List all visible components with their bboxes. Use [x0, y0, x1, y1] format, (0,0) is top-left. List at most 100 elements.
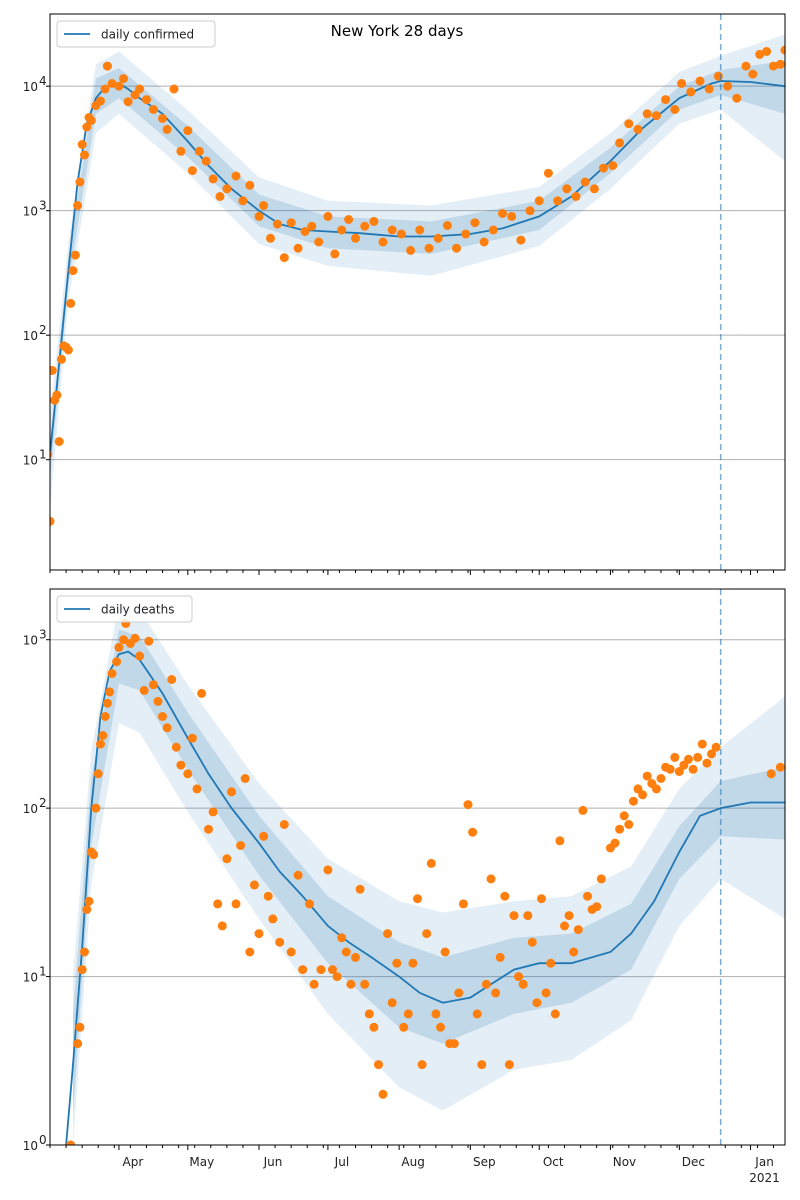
axes-frame	[49, 13, 786, 571]
data-point	[158, 114, 167, 123]
data-point	[369, 216, 379, 226]
data-point	[562, 184, 572, 194]
data-point	[148, 105, 158, 114]
data-point	[477, 1060, 487, 1070]
data-point	[57, 354, 66, 364]
data-point	[541, 988, 551, 998]
data-point	[187, 166, 197, 176]
data-point	[424, 243, 434, 253]
data-point	[70, 250, 80, 260]
data-point	[142, 95, 151, 105]
data-point	[305, 899, 314, 909]
data-point	[461, 229, 471, 239]
data-point	[707, 749, 716, 759]
data-point	[748, 69, 758, 79]
data-point	[560, 921, 569, 931]
x-month-label: May	[189, 1155, 214, 1169]
data-point	[369, 1022, 379, 1032]
data-point	[52, 390, 62, 400]
data-point	[240, 774, 250, 783]
data-point	[107, 669, 117, 678]
legend-label: daily confirmed	[101, 28, 194, 42]
data-point	[543, 168, 553, 178]
data-point	[387, 998, 397, 1008]
data-point	[307, 221, 317, 231]
data-point	[596, 874, 606, 884]
data-point	[217, 921, 227, 931]
data-point	[153, 696, 163, 706]
data-point	[537, 894, 546, 904]
data-point	[148, 680, 158, 690]
data-point	[82, 905, 92, 914]
data-point	[392, 958, 402, 968]
axes-frame	[49, 588, 786, 1146]
data-point	[123, 97, 133, 107]
data-point	[442, 221, 452, 230]
data-point	[436, 1022, 445, 1032]
data-point	[139, 685, 149, 695]
data-point	[238, 196, 248, 206]
legend-box	[56, 20, 216, 48]
data-point	[89, 850, 99, 860]
y-tick-exponent: 3	[39, 199, 47, 213]
y-tick-label: 10	[23, 205, 38, 219]
legend: daily deaths	[56, 595, 193, 623]
data-point	[176, 760, 186, 770]
data-point	[697, 739, 707, 749]
data-point	[573, 925, 583, 935]
data-point	[105, 687, 115, 697]
data-point	[279, 253, 289, 263]
data-point	[360, 979, 370, 989]
data-point	[245, 180, 255, 190]
data-point	[433, 233, 443, 243]
data-point	[254, 211, 264, 221]
data-point	[169, 84, 179, 94]
data-point	[741, 61, 751, 71]
data-point	[346, 979, 356, 989]
data-point	[119, 635, 128, 645]
data-point	[330, 249, 340, 259]
x-month-label: Jan	[754, 1155, 774, 1169]
uncertainty-band-outer	[73, 603, 785, 1145]
data-point	[66, 298, 76, 308]
data-point	[341, 947, 351, 957]
data-point	[775, 59, 785, 69]
data-point	[651, 111, 661, 121]
data-point	[564, 911, 574, 921]
legend: daily confirmed	[56, 20, 216, 48]
data-point	[162, 723, 172, 733]
data-point	[73, 1039, 83, 1049]
data-point	[780, 45, 785, 55]
data-point	[171, 742, 181, 752]
data-point	[183, 769, 193, 779]
data-point	[525, 206, 535, 216]
data-point	[589, 184, 599, 194]
data-point	[227, 787, 236, 797]
data-point	[670, 105, 680, 114]
data-point	[176, 146, 186, 156]
data-point	[268, 914, 278, 924]
data-point	[454, 988, 464, 998]
data-point	[406, 245, 416, 255]
x-month-label: Apr	[123, 1155, 144, 1169]
data-point	[272, 219, 282, 229]
data-point	[98, 731, 108, 740]
y-tick-exponent: 2	[39, 323, 47, 337]
data-point	[378, 237, 388, 247]
data-point	[135, 84, 145, 94]
data-point	[215, 192, 225, 201]
data-point	[63, 345, 73, 355]
data-point	[100, 712, 110, 721]
data-point	[254, 929, 264, 939]
data-point	[68, 266, 78, 276]
y-tick-exponent: 1	[39, 448, 47, 462]
y-tick-label: 10	[23, 802, 38, 816]
data-point	[523, 911, 533, 921]
data-point	[75, 177, 85, 187]
data-point	[167, 675, 177, 684]
data-point	[360, 221, 370, 231]
chart-title: New York 28 days	[331, 22, 464, 40]
data-point	[417, 1060, 427, 1070]
data-point	[463, 800, 473, 810]
